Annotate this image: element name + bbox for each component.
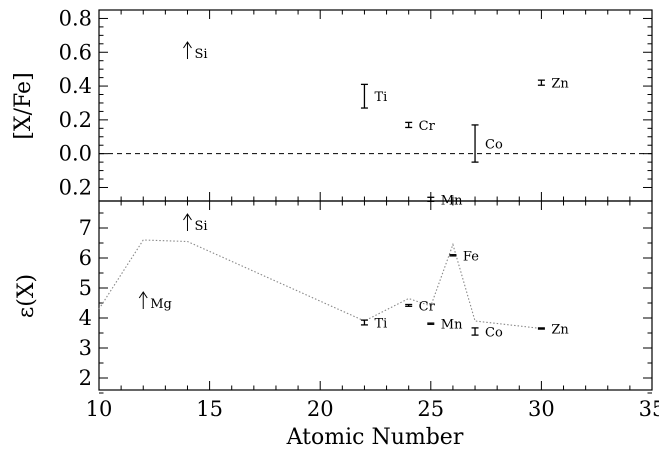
bottom-panel: 10 15 20 25 30 35 2 3 4 5 6 7 Mg Si Ti Cr Mn Fe Co Zn ε(X)…: [14, 200, 659, 450]
x-tick-label: 35: [639, 397, 659, 421]
top-cr-label: Cr: [419, 119, 436, 134]
top-ti-label: Ti: [374, 90, 387, 105]
top-ticks: 0.8 0.6 0.4 0.2 0.0 0.2: [59, 6, 653, 201]
bottom-si-label: Si: [194, 219, 207, 234]
top-co-label: Co: [485, 138, 503, 153]
top-panel-frame: [98, 9, 653, 202]
top-y-tick-label: 0.4: [59, 74, 92, 98]
x-tick-label: 15: [196, 397, 223, 421]
bottom-y-tick-label: 6: [79, 246, 92, 270]
bottom-co-label: Co: [485, 326, 503, 341]
bottom-y-tick-label: 2: [79, 366, 92, 390]
x-tick-label: 25: [417, 397, 444, 421]
x-tick-label: 30: [528, 397, 555, 421]
top-si-limit-arrowhead: [183, 41, 192, 49]
top-y-tick-label: 0.8: [59, 6, 92, 30]
top-y-tick-label: 0.2: [59, 108, 92, 132]
bottom-mg-label: Mg: [150, 297, 172, 312]
bottom-mg-limit-arrowhead: [138, 291, 148, 299]
bottom-si-limit-arrowhead: [183, 213, 192, 221]
bottom-cr-label: Cr: [419, 299, 436, 314]
bottom-y-tick-label: 5: [79, 276, 92, 300]
bottom-ticks: 10 15 20 25 30 35 2 3 4 5 6 7: [79, 201, 659, 421]
bottom-ti-label: Ti: [374, 317, 387, 332]
reference-abundance-curve: [98, 239, 542, 330]
bottom-reference-curve: [98, 239, 542, 330]
bottom-panel-frame: [98, 200, 653, 391]
bottom-y-tick-label: 7: [79, 216, 92, 240]
bottom-mn-label: Mn: [441, 318, 463, 333]
top-y-tick-label: 0.2: [59, 175, 92, 199]
top-zn-label: Zn: [551, 77, 569, 92]
bottom-points: Mg Si Ti Cr Mn Fe Co Zn: [138, 213, 569, 341]
top-si-label: Si: [194, 47, 207, 62]
bottom-y-tick-label: 4: [79, 306, 92, 330]
top-y-tick-label: 0.0: [59, 142, 92, 166]
x-tick-label: 20: [307, 397, 334, 421]
top-y-tick-label: 0.6: [59, 40, 92, 64]
bottom-fe-label: Fe: [463, 249, 479, 264]
top-y-axis-label: [X/Fe]: [11, 72, 36, 139]
bottom-zn-label: Zn: [551, 323, 569, 338]
x-tick-label: 10: [86, 397, 113, 421]
bottom-y-axis-label: ε(X): [14, 274, 39, 318]
bottom-y-tick-label: 3: [79, 336, 92, 360]
x-axis-label: Atomic Number: [286, 425, 464, 450]
